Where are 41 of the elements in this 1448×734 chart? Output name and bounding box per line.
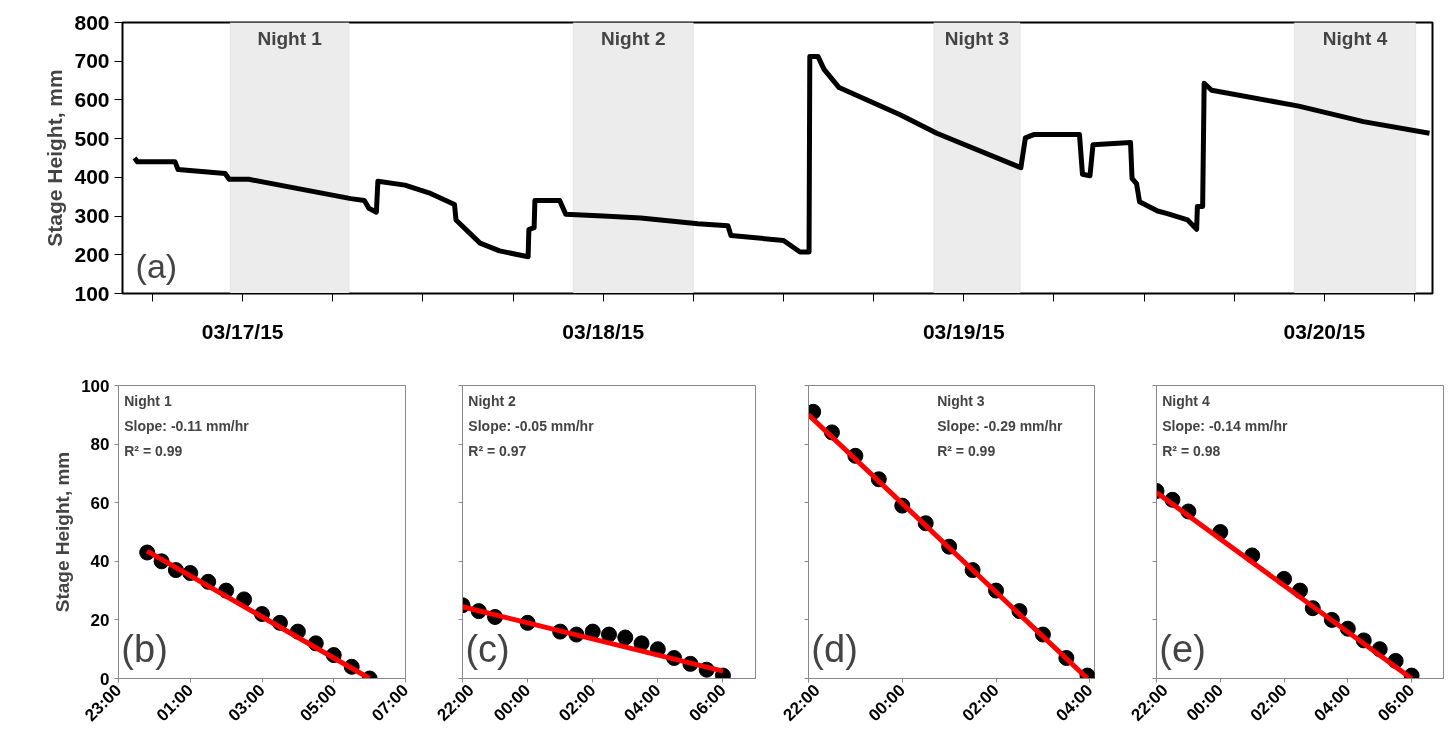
annotation: (e)	[1159, 627, 1206, 670]
annotation: (b)	[121, 627, 168, 670]
y-axis-title: Stage Height, mm	[43, 69, 67, 247]
band-label: Night 2	[601, 27, 666, 49]
y-tick-label: 400	[74, 165, 110, 189]
y-tick-label: 700	[74, 49, 110, 73]
y-axis-title: Stage Height, mm	[52, 451, 74, 613]
y-tick-label: 100	[74, 281, 110, 305]
y-tick-label: 500	[74, 126, 110, 150]
annotation: Night 3	[937, 392, 985, 409]
annotation: R² = 0.99	[937, 442, 996, 459]
annotation: R² = 0.98	[1162, 442, 1221, 459]
y-tick-label: 800	[74, 10, 110, 34]
band-label: Night 3	[944, 27, 1010, 49]
annotation: Slope: -0.05 mm/hr	[468, 417, 595, 434]
x-tick-label: 03/18/15	[562, 319, 645, 343]
annotation: (c)	[465, 627, 510, 670]
annotation: Slope: -0.11 mm/hr	[124, 417, 250, 434]
y-tick-label: 0	[100, 669, 110, 689]
x-tick-label: 03/17/15	[201, 319, 284, 343]
annotation: (d)	[811, 627, 858, 670]
band-label: Night 4	[1322, 27, 1388, 49]
annotation: Night 4	[1162, 392, 1210, 409]
band-label: Night 1	[257, 27, 323, 49]
y-tick-label: 80	[90, 435, 110, 455]
y-tick-label: 200	[74, 242, 110, 266]
y-tick-label: 100	[81, 376, 110, 396]
y-tick-label: 300	[74, 204, 110, 228]
annotation: Slope: -0.14 mm/hr	[1162, 417, 1289, 434]
y-tick-label: 60	[90, 493, 110, 513]
x-tick-label: 03/20/15	[1283, 319, 1366, 343]
annotation: Slope: -0.29 mm/hr	[937, 417, 1064, 434]
y-tick-label: 40	[90, 552, 110, 572]
y-tick-label: 20	[90, 610, 110, 630]
y-tick-label: 600	[74, 87, 110, 111]
annotation: R² = 0.97	[468, 442, 527, 459]
annotation: Night 2	[468, 392, 517, 409]
annotation: R² = 0.99	[124, 442, 183, 459]
annotation: (a)	[135, 247, 178, 286]
annotation: Night 1	[124, 392, 172, 409]
x-tick-label: 03/19/15	[922, 319, 1005, 343]
